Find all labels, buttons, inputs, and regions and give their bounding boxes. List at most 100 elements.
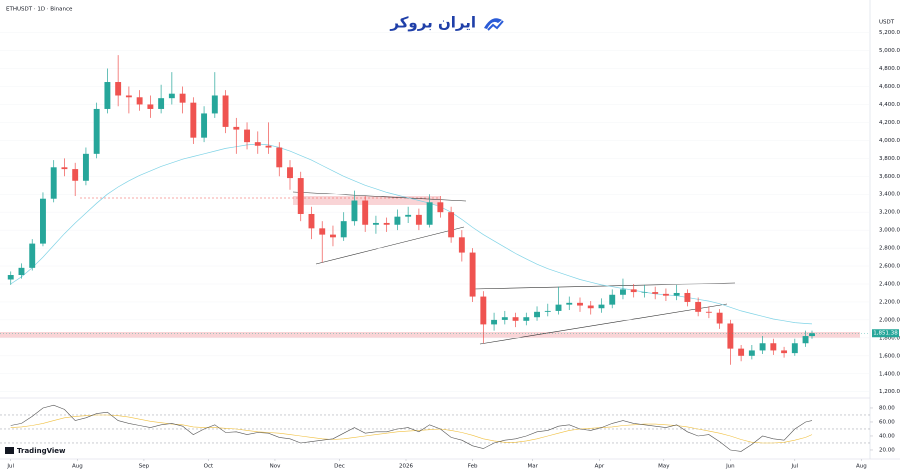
candle-body bbox=[609, 294, 616, 305]
candle-body bbox=[72, 169, 79, 181]
candle-body bbox=[362, 200, 369, 225]
candle-body bbox=[233, 126, 240, 130]
rsi-line bbox=[10, 404, 813, 452]
candle-body bbox=[415, 214, 422, 225]
candle-body bbox=[695, 301, 702, 312]
x-tick-label: Dec bbox=[334, 464, 345, 470]
y-tick-label: 1,600.00 bbox=[879, 353, 900, 359]
candle-body bbox=[809, 333, 815, 337]
trendline bbox=[315, 226, 465, 265]
y-tick-label: 2,600.00 bbox=[879, 264, 900, 270]
candle-body bbox=[673, 292, 680, 296]
candle-body bbox=[469, 252, 476, 297]
candle-body bbox=[40, 198, 46, 244]
candle-body bbox=[190, 102, 197, 138]
y-tick-label: 1,400.00 bbox=[879, 371, 900, 377]
drawings bbox=[0, 191, 860, 345]
candle-body bbox=[297, 178, 304, 214]
last-price-label: 1,851.38 bbox=[873, 331, 898, 337]
candle-body bbox=[426, 202, 433, 225]
y-tick-label: 2,200.00 bbox=[879, 299, 900, 305]
rsi-ma-line bbox=[10, 414, 813, 444]
y-tick-label: 3,200.00 bbox=[879, 210, 900, 216]
y-tick-label: 4,600.00 bbox=[879, 84, 900, 90]
candle-body bbox=[716, 312, 723, 324]
x-tick-label: Jul bbox=[790, 464, 798, 470]
candle-body bbox=[512, 317, 519, 321]
candle-body bbox=[50, 167, 57, 199]
candle-body bbox=[555, 304, 562, 311]
x-tick-label: Sep bbox=[139, 464, 150, 470]
y-tick-label: 3,800.00 bbox=[879, 156, 900, 162]
y-tick-label: 5,000.00 bbox=[879, 48, 900, 54]
chart-title: ETHUSDT · 1D · Binance bbox=[6, 7, 73, 13]
candle-body bbox=[748, 350, 755, 356]
candle-body bbox=[136, 97, 143, 105]
x-tick-label: Apr bbox=[595, 464, 605, 470]
y-tick-label: 4,000.00 bbox=[879, 138, 900, 144]
logo-icon bbox=[484, 18, 502, 29]
candle-body bbox=[93, 108, 100, 154]
candle-body bbox=[630, 289, 637, 293]
candle-body bbox=[791, 343, 798, 354]
rsi-tick-label: 80.00 bbox=[879, 405, 895, 411]
candle-body bbox=[351, 200, 358, 222]
moving-average bbox=[10, 143, 813, 325]
candle-body bbox=[383, 222, 390, 225]
y-tick-label: 4,400.00 bbox=[879, 102, 900, 108]
y-tick-label: 3,000.00 bbox=[879, 228, 900, 234]
x-tick-label: Aug bbox=[856, 464, 867, 470]
candle-body bbox=[480, 296, 487, 325]
y-tick-label: 3,400.00 bbox=[879, 192, 900, 198]
rsi-tick-label: 40.00 bbox=[879, 433, 895, 439]
logo-icon bbox=[487, 20, 504, 31]
candle-body bbox=[308, 213, 315, 229]
candle-body bbox=[587, 305, 594, 309]
candle-body bbox=[265, 145, 272, 148]
trendline bbox=[479, 303, 728, 345]
y-tick-label: 5,200.00 bbox=[879, 30, 900, 36]
x-tick-label: Nov bbox=[270, 464, 281, 470]
y-tick-label: 2,400.00 bbox=[879, 281, 900, 287]
rsi-tick-label: 60.00 bbox=[879, 419, 895, 425]
x-tick-label: 2026 bbox=[399, 464, 413, 470]
candle-body bbox=[458, 237, 465, 253]
x-tick-label: Jun bbox=[725, 464, 735, 470]
candle-body bbox=[491, 319, 498, 325]
candle-body bbox=[501, 317, 508, 320]
brand-icon bbox=[5, 447, 14, 454]
candle-body bbox=[620, 289, 626, 295]
y-tick-label: 4,800.00 bbox=[879, 66, 900, 72]
candle-body bbox=[372, 222, 379, 225]
candle-body bbox=[244, 129, 250, 143]
support-zone bbox=[0, 332, 860, 338]
candle-body bbox=[61, 167, 68, 170]
last-price-tag bbox=[872, 329, 899, 338]
candle-body bbox=[405, 214, 412, 217]
x-tick-label: May bbox=[658, 464, 670, 470]
candle-body bbox=[222, 95, 229, 127]
candle-body bbox=[544, 310, 551, 312]
candle-body bbox=[211, 95, 218, 114]
candle-body bbox=[29, 243, 36, 268]
candle-body bbox=[802, 336, 809, 344]
candle-body bbox=[394, 216, 401, 225]
candle-body bbox=[577, 302, 583, 306]
y-tick-label: 2,000.00 bbox=[879, 317, 900, 323]
candle-body bbox=[158, 98, 165, 109]
candle-body bbox=[201, 113, 208, 138]
candle-body bbox=[598, 304, 605, 309]
candle-body bbox=[18, 267, 25, 276]
logo: ایران بروکر bbox=[389, 14, 504, 32]
trendline bbox=[292, 191, 467, 202]
candle-body bbox=[684, 292, 691, 302]
candle-body bbox=[781, 350, 788, 354]
candle-body bbox=[125, 95, 132, 98]
candle-body bbox=[652, 292, 659, 294]
currency-label: USDT bbox=[879, 20, 895, 26]
candle-body bbox=[534, 311, 540, 318]
candle-body bbox=[705, 311, 712, 313]
candle-body bbox=[115, 82, 122, 96]
candle-body bbox=[330, 234, 336, 238]
